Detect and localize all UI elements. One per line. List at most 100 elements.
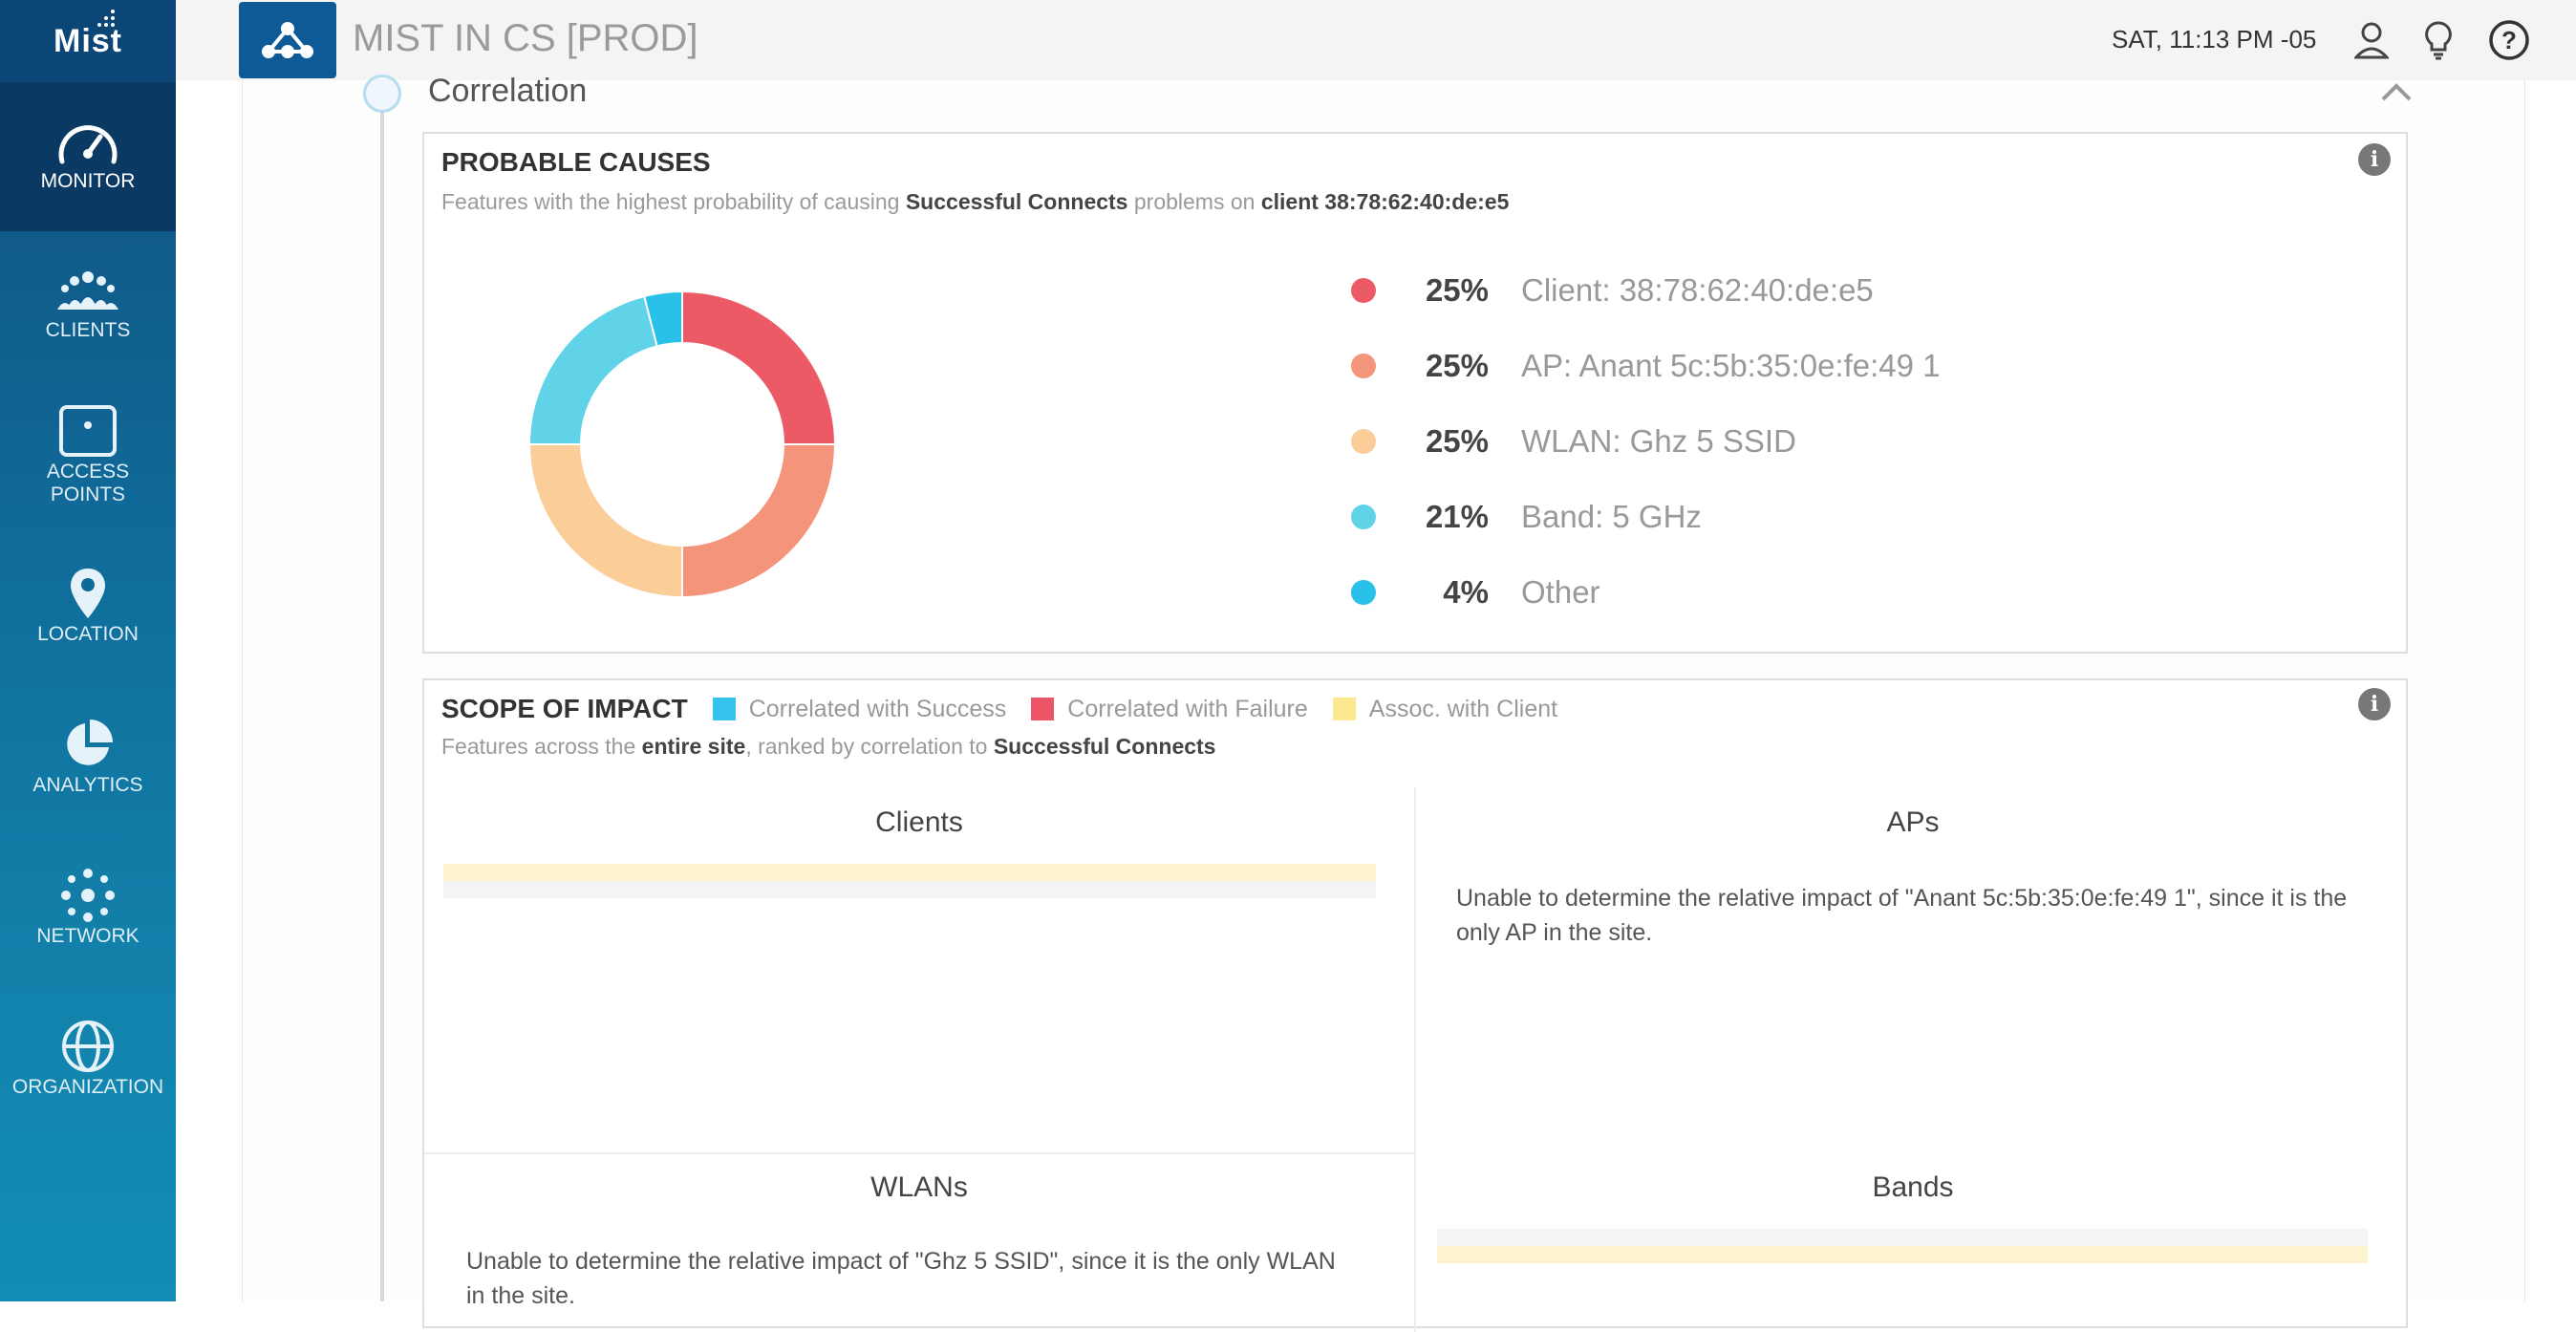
- section-title: Correlation: [428, 73, 588, 109]
- quadrant-divider-horizontal: [424, 1152, 1414, 1154]
- sidebar-item-label: CLIENTS: [45, 319, 131, 341]
- sidebar-item-label: ORGANIZATION: [11, 1076, 164, 1098]
- sidebar-item-clients[interactable]: CLIENTS: [0, 260, 176, 365]
- pie-chart-icon: [54, 715, 121, 774]
- cause-label: Client: 38:78:62:40:de:e5: [1521, 272, 1874, 308]
- cause-label: AP: Anant 5c:5b:35:0e:fe:49 1: [1521, 348, 1941, 383]
- bands-assoc-bar[interactable]: [1437, 1246, 2368, 1263]
- key-swatch: [712, 698, 736, 720]
- access-point-icon: [54, 401, 121, 461]
- mist-logo[interactable]: Mist: [0, 0, 176, 82]
- donut-slice-4[interactable]: [642, 290, 683, 348]
- lightbulb-icon[interactable]: [2415, 17, 2461, 63]
- sidebar: Mist MONITOR CLIENTS ACCESS POINTS LO: [0, 0, 176, 1301]
- legend-key-client: Assoc. with Client: [1332, 695, 1558, 723]
- subtitle-text: Features across the: [441, 734, 642, 759]
- network-icon: [54, 866, 121, 925]
- site-selector-icon: [262, 22, 313, 58]
- probable-causes-panel: PROBABLE CAUSES Features with the highes…: [422, 132, 2408, 654]
- donut-slice-2[interactable]: [527, 443, 683, 599]
- donut-slice-3[interactable]: [527, 294, 658, 445]
- wlans-chart-title: WLANs: [870, 1171, 968, 1203]
- donut-slice-1[interactable]: [681, 443, 837, 599]
- subtitle-text: Features with the highest probability of…: [441, 189, 906, 214]
- panel-title: SCOPE OF IMPACT: [441, 694, 688, 723]
- sidebar-item-monitor[interactable]: MONITOR: [0, 82, 176, 231]
- cause-percent: 4%: [1443, 574, 1489, 610]
- legend-key-success: Correlated with Success: [712, 695, 1007, 723]
- info-icon[interactable]: i: [2358, 688, 2391, 720]
- site-title[interactable]: MIST IN CS [PROD]: [353, 17, 698, 59]
- sidebar-item-network[interactable]: NETWORK: [0, 866, 176, 971]
- cause-row: 25% AP: Anant 5c:5b:35:0e:fe:49 1: [1351, 343, 1941, 389]
- cause-row: 4% Other: [1351, 569, 1600, 615]
- sidebar-item-label: ANALYTICS: [32, 774, 143, 796]
- logo-dots-icon: [97, 10, 115, 27]
- info-icon[interactable]: i: [2358, 143, 2391, 176]
- users-icon: [54, 260, 121, 319]
- subtitle-metric: Successful Connects: [905, 189, 1128, 214]
- sidebar-item-analytics[interactable]: ANALYTICS: [0, 715, 176, 820]
- cause-percent: 25%: [1425, 272, 1489, 308]
- sidebar-item-location[interactable]: LOCATION: [0, 564, 176, 669]
- cause-percent: 25%: [1425, 348, 1489, 383]
- cause-color-dot: [1351, 354, 1376, 378]
- sidebar-item-label: LOCATION: [37, 623, 139, 645]
- logo-text: Mist: [54, 22, 122, 59]
- quadrant-divider-vertical: [1414, 787, 1416, 1332]
- key-swatch: [1031, 698, 1055, 720]
- help-icon[interactable]: ?: [2486, 17, 2532, 63]
- sidebar-item-organization[interactable]: ORGANIZATION: [0, 1017, 176, 1122]
- bands-chart-title: Bands: [1872, 1171, 1954, 1203]
- aps-chart-title: APs: [1886, 806, 1940, 838]
- sidebar-item-access-points[interactable]: ACCESS POINTS: [0, 401, 176, 526]
- key-label: Assoc. with Client: [1368, 695, 1558, 722]
- globe-icon: [54, 1017, 121, 1076]
- clients-chart-title: Clients: [875, 806, 963, 838]
- cause-color-dot: [1351, 505, 1376, 529]
- scope-header: SCOPE OF IMPACT Correlated with Success …: [441, 694, 1557, 724]
- map-pin-icon: [54, 564, 121, 623]
- cause-row: 21% Band: 5 GHz: [1351, 494, 1702, 540]
- subtitle-text: problems on: [1127, 189, 1261, 214]
- timeline-line: [380, 96, 384, 1301]
- cause-color-dot: [1351, 580, 1376, 605]
- site-selector-button[interactable]: [239, 2, 336, 78]
- cause-percent: 21%: [1425, 499, 1489, 534]
- bands-track-bar: [1437, 1229, 2368, 1246]
- subtitle-text: , ranked by correlation to: [745, 734, 994, 759]
- aps-message: Unable to determine the relative impact …: [1456, 885, 2348, 946]
- key-label: Correlated with Failure: [1067, 695, 1308, 722]
- cause-percent: 25%: [1425, 423, 1489, 459]
- top-bar: MIST IN CS [PROD] SAT, 11:13 PM -05 ?: [176, 0, 2576, 80]
- sidebar-item-label: ACCESS POINTS: [46, 461, 130, 505]
- chevron-up-icon[interactable]: [2379, 78, 2414, 107]
- cause-label: Band: 5 GHz: [1521, 499, 1702, 534]
- cause-label: Other: [1521, 574, 1600, 610]
- cause-color-dot: [1351, 278, 1376, 303]
- cause-row: 25% WLAN: Ghz 5 SSID: [1351, 419, 1796, 464]
- cause-label: WLAN: Ghz 5 SSID: [1521, 423, 1796, 459]
- subtitle-metric: Successful Connects: [993, 734, 1216, 759]
- panel-subtitle: Features with the highest probability of…: [441, 189, 1509, 215]
- cause-row: 25% Client: 38:78:62:40:de:e5: [1351, 268, 1874, 313]
- sidebar-item-label: MONITOR: [40, 170, 136, 192]
- user-icon[interactable]: [2349, 17, 2394, 63]
- subtitle-client: client 38:78:62:40:de:e5: [1260, 189, 1510, 214]
- sidebar-item-label: NETWORK: [36, 925, 140, 947]
- probable-causes-donut-chart: [527, 290, 837, 599]
- legend-key-failure: Correlated with Failure: [1031, 696, 1308, 723]
- clients-track-bar: [443, 881, 1376, 898]
- scope-of-impact-panel: SCOPE OF IMPACT Correlated with Success …: [422, 678, 2408, 1332]
- subtitle-scope: entire site: [641, 734, 746, 759]
- cause-color-dot: [1351, 429, 1376, 454]
- clients-assoc-bar[interactable]: [443, 864, 1376, 881]
- panel-title: PROBABLE CAUSES: [441, 147, 711, 177]
- donut-slice-0[interactable]: [681, 290, 837, 445]
- timeline-step-marker: [363, 75, 401, 113]
- wlans-message: Unable to determine the relative impact …: [466, 1248, 1336, 1309]
- gauge-icon: [54, 111, 121, 170]
- key-label: Correlated with Success: [748, 695, 1007, 722]
- svg-text:?: ?: [2501, 26, 2517, 54]
- panel-subtitle: Features across the entire site, ranked …: [441, 734, 1215, 760]
